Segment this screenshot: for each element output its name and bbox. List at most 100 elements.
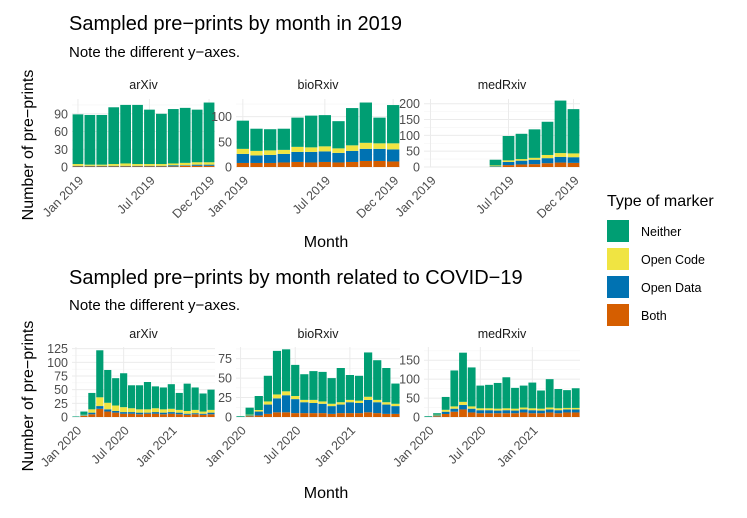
bar-open-code: [264, 150, 277, 155]
bar-open-code: [96, 397, 104, 407]
x-tick-label: Jan 2020: [38, 423, 84, 469]
bar-neither: [203, 102, 215, 163]
bar-both: [245, 416, 254, 417]
bar-neither: [167, 384, 175, 409]
bar-neither: [373, 360, 382, 400]
bar-both: [72, 166, 84, 167]
bar-both: [144, 166, 155, 167]
bar-neither: [144, 109, 155, 165]
bar-open-data: [84, 165, 96, 167]
legend: Type of marker Neither Open Code Open Da…: [607, 193, 714, 326]
bar-open-code: [291, 146, 304, 152]
x-tick-label: Jan 2020: [390, 423, 436, 469]
y-tick-label: 75: [218, 352, 232, 366]
bar-both: [175, 414, 183, 417]
bar-neither: [272, 350, 282, 395]
bar-open-data: [207, 412, 215, 415]
bar-open-data: [382, 404, 391, 414]
bar-open-code: [502, 408, 511, 411]
bar-open-data: [373, 148, 386, 161]
bar-neither: [264, 129, 277, 151]
bar-open-code: [179, 162, 191, 166]
bar-neither: [476, 385, 485, 409]
bar-both: [128, 413, 136, 417]
y-tick-label: 0: [61, 411, 68, 425]
bar-open-data: [563, 409, 571, 413]
bar-open-data: [332, 152, 345, 163]
bar-both: [183, 414, 191, 417]
bar-open-code: [476, 408, 485, 411]
bar-neither: [245, 407, 254, 415]
y-tick-label: 50: [218, 372, 232, 386]
bar-open-code: [250, 150, 263, 156]
bar-open-code: [493, 408, 502, 411]
bar-both: [199, 414, 207, 417]
x-tick-label: Dec 2019: [534, 173, 582, 221]
bar-both: [476, 413, 485, 417]
bar-neither: [567, 109, 580, 154]
bar-both: [88, 414, 96, 417]
bar-neither: [387, 105, 400, 144]
bar-both: [459, 409, 467, 417]
bar-open-data: [467, 408, 476, 413]
bar-neither: [359, 102, 372, 143]
bar-open-code: [528, 157, 541, 160]
bar-open-data: [327, 406, 336, 414]
bar-both: [373, 160, 386, 167]
x-tick-label: Jan 2021: [133, 423, 179, 469]
bar-open-data: [264, 154, 277, 163]
y-axis-label-2019: Number of pre−prints: [20, 70, 37, 221]
bar-neither: [96, 114, 108, 165]
legend-label-open-data: Open Data: [641, 281, 702, 295]
bar-open-code: [537, 408, 545, 411]
bar-neither: [151, 386, 159, 409]
bar-both: [502, 413, 511, 417]
bar-open-code: [191, 162, 203, 165]
bar-open-code: [441, 409, 450, 412]
bar-neither: [183, 383, 191, 411]
bar-open-code: [563, 407, 571, 410]
bar-neither: [391, 383, 400, 404]
bar-open-data: [277, 153, 290, 163]
bar-open-code: [373, 143, 386, 149]
bar-open-code: [144, 164, 155, 166]
y-tick-label: 200: [399, 97, 420, 111]
bar-open-data: [191, 164, 203, 166]
bar-both: [318, 161, 331, 167]
bar-both: [571, 412, 580, 417]
bar-both: [179, 165, 191, 167]
bar-neither: [382, 368, 391, 403]
bar-open-code: [167, 408, 175, 413]
bar-open-data: [537, 410, 545, 414]
x-tick-label: Jul 2020: [260, 423, 303, 466]
bar-both: [132, 166, 143, 167]
bar-open-code: [254, 410, 263, 412]
bar-open-data: [336, 404, 345, 414]
chart-title-covid: Sampled pre−prints by month related to C…: [69, 267, 523, 289]
bar-open-data: [318, 151, 331, 162]
bar-neither: [191, 109, 203, 163]
bar-open-data: [433, 415, 441, 417]
bar-both: [84, 166, 96, 167]
bar-neither: [345, 375, 354, 400]
bar-open-code: [502, 160, 515, 162]
y-tick-label: 100: [399, 129, 420, 143]
bar-both: [537, 413, 545, 417]
bar-both: [545, 412, 554, 417]
y-tick-label: 90: [54, 107, 68, 121]
bar-open-code: [554, 153, 567, 157]
bar-neither: [135, 385, 144, 410]
chart-title-2019: Sampled pre−prints by month in 2019: [69, 13, 402, 35]
bar-both: [345, 413, 354, 417]
bar-neither: [571, 388, 580, 408]
bar-open-data: [291, 151, 304, 162]
bar-open-data: [263, 404, 272, 414]
bar-neither: [318, 115, 331, 147]
y-tick-label: 0: [413, 411, 420, 425]
bar-neither: [364, 352, 373, 397]
bar-both: [373, 413, 382, 417]
legend-label-neither: Neither: [641, 225, 681, 239]
bar-neither: [254, 396, 263, 410]
bar-open-code: [143, 409, 152, 413]
